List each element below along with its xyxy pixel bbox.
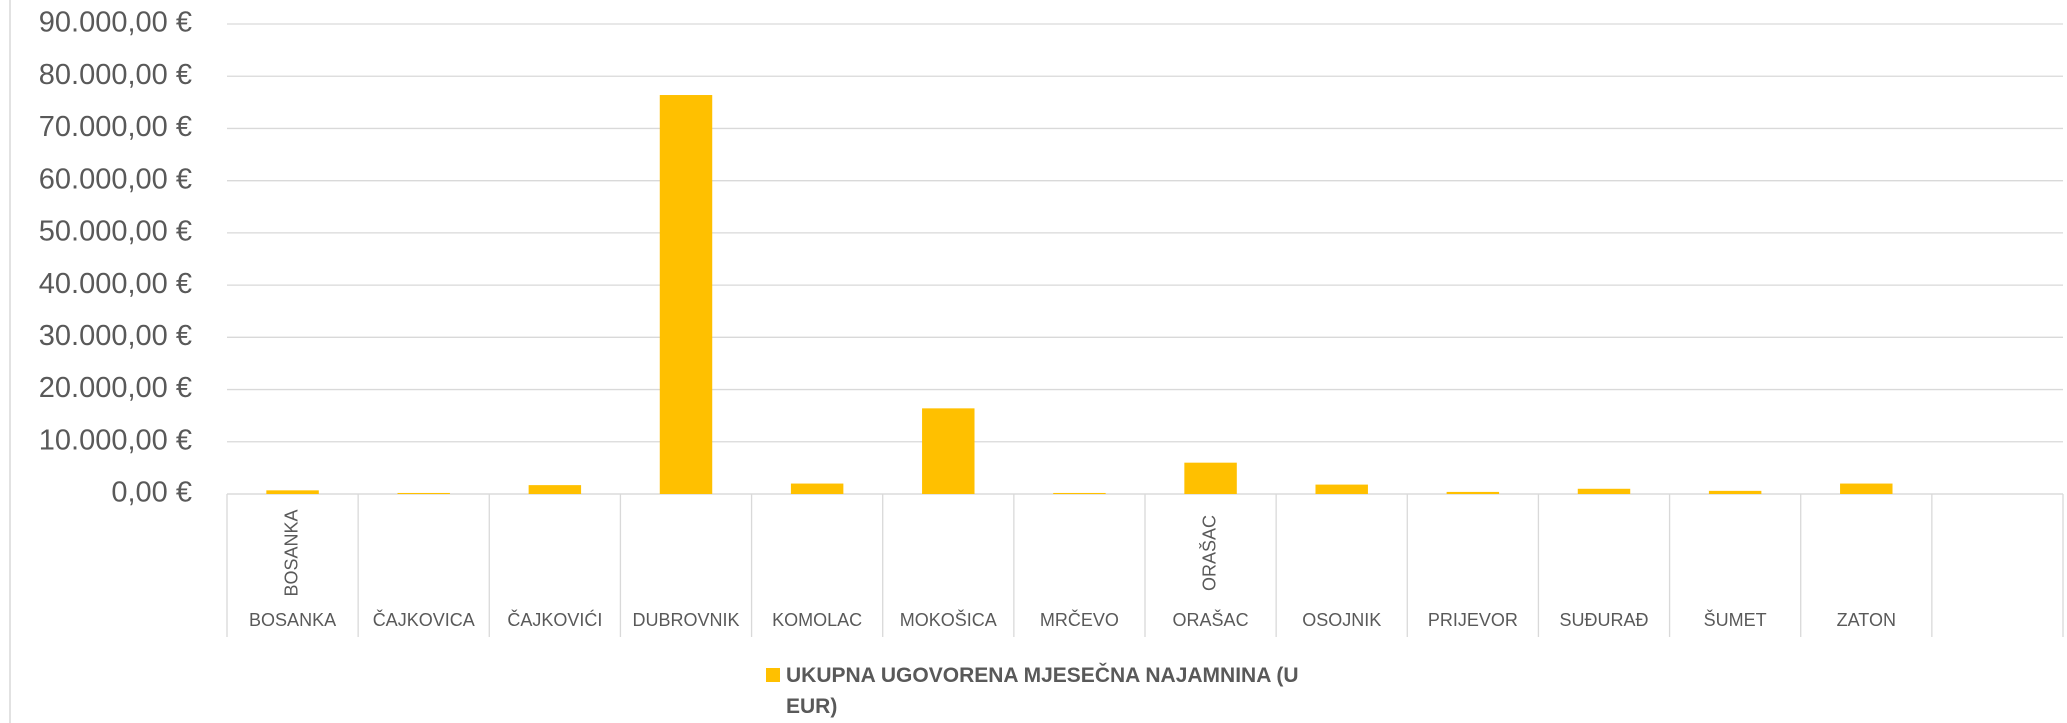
x-tick-label: SUĐURAĐ — [1559, 610, 1648, 630]
bar — [922, 408, 975, 494]
bar — [1184, 462, 1237, 494]
x-tick-label: MOKOŠICA — [900, 609, 997, 630]
x-tick-label: ŠUMET — [1704, 609, 1767, 630]
bar — [1053, 492, 1106, 494]
x-tick-label: KOMOLAC — [772, 610, 862, 630]
y-tick-label: 70.000,00 € — [39, 111, 192, 143]
legend-key — [766, 668, 780, 682]
legend: UKUPNA UGOVORENA MJESEČNA NAJAMNINA (U E… — [766, 660, 1326, 722]
y-tick-label: 30.000,00 € — [39, 320, 192, 352]
y-tick-label: 20.000,00 € — [39, 372, 192, 404]
bar — [1840, 483, 1893, 494]
x-tick-label: ZATON — [1837, 610, 1896, 630]
bar — [1577, 488, 1631, 494]
inner-category-label: ORAŠAC — [1198, 515, 1219, 591]
y-tick-label: 60.000,00 € — [39, 163, 192, 195]
x-tick-label: PRIJEVOR — [1428, 610, 1518, 630]
inner-category-label: BOSANKA — [281, 509, 301, 596]
y-tick-label: 90.000,00 € — [39, 7, 192, 39]
legend-label: UKUPNA UGOVORENA MJESEČNA NAJAMNINA (U E… — [786, 664, 1299, 718]
x-tick-label: ORAŠAC — [1173, 609, 1249, 630]
y-tick-label: 10.000,00 € — [39, 424, 192, 456]
y-tick-label: 40.000,00 € — [39, 268, 192, 300]
bar — [266, 490, 319, 494]
x-tick-label: MRČEVO — [1040, 609, 1119, 630]
bar — [528, 485, 582, 494]
bar — [397, 492, 450, 494]
x-tick-label: BOSANKA — [249, 610, 336, 630]
y-tick-label: 80.000,00 € — [39, 59, 192, 91]
y-tick-label: 0,00 € — [111, 477, 192, 509]
x-tick-label: DUBROVNIK — [632, 610, 739, 630]
bar — [1315, 484, 1368, 494]
bar — [1446, 491, 1500, 494]
chart-border — [9, 0, 11, 723]
x-tick-label: ČAJKOVIĆI — [507, 609, 602, 630]
x-tick-label: ČAJKOVICA — [373, 609, 475, 630]
x-tick-label: OSOJNIK — [1302, 610, 1381, 630]
bar — [659, 95, 713, 495]
bar — [1708, 490, 1762, 494]
y-tick-label: 50.000,00 € — [39, 216, 192, 248]
bar — [790, 483, 844, 494]
